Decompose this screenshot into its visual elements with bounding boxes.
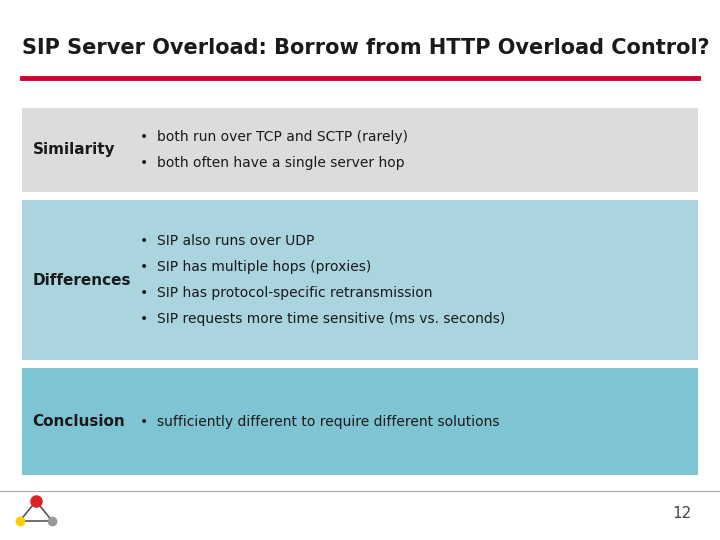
Text: •  sufficiently different to require different solutions: • sufficiently different to require diff… bbox=[140, 415, 500, 429]
Text: SIP Server Overload: Borrow from HTTP Overload Control?: SIP Server Overload: Borrow from HTTP Ov… bbox=[22, 38, 709, 58]
FancyBboxPatch shape bbox=[22, 200, 698, 360]
FancyBboxPatch shape bbox=[22, 368, 698, 475]
Text: •  SIP requests more time sensitive (ms vs. seconds): • SIP requests more time sensitive (ms v… bbox=[140, 312, 505, 326]
Text: •  both run over TCP and SCTP (rarely): • both run over TCP and SCTP (rarely) bbox=[140, 130, 408, 144]
Text: Similarity: Similarity bbox=[32, 143, 115, 158]
Text: •  SIP has protocol-specific retransmission: • SIP has protocol-specific retransmissi… bbox=[140, 286, 433, 300]
FancyBboxPatch shape bbox=[22, 108, 698, 192]
Text: Conclusion: Conclusion bbox=[32, 414, 125, 429]
Text: •  SIP also runs over UDP: • SIP also runs over UDP bbox=[140, 234, 315, 248]
Text: •  both often have a single server hop: • both often have a single server hop bbox=[140, 156, 405, 170]
Text: Differences: Differences bbox=[32, 273, 131, 288]
Text: •  SIP has multiple hops (proxies): • SIP has multiple hops (proxies) bbox=[140, 260, 372, 274]
Text: 12: 12 bbox=[672, 505, 691, 521]
